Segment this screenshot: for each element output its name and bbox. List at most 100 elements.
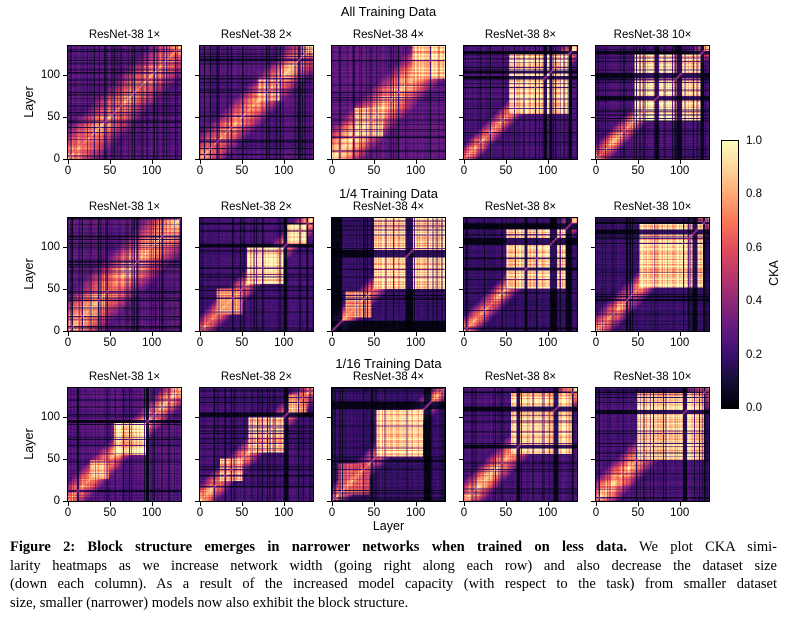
x-tick-label: 0 <box>196 337 204 349</box>
y-tick-mark <box>63 416 67 418</box>
y-tick-mark <box>195 288 199 290</box>
y-tick-mark <box>327 458 331 460</box>
x-tick-label: 100 <box>406 165 426 177</box>
x-tick-label: 0 <box>460 337 468 349</box>
x-tick-mark <box>596 160 597 164</box>
y-tick-mark <box>195 416 199 418</box>
x-tick-mark <box>596 502 597 506</box>
panel-title: ResNet-38 1× <box>88 29 161 41</box>
heatmap-canvas <box>199 45 314 160</box>
caption-line-3: (down each column). As a result of the i… <box>10 576 777 593</box>
y-axis-label-row-2: Layer <box>22 258 36 290</box>
x-tick-mark <box>151 502 153 506</box>
x-tick-label: 50 <box>103 507 117 519</box>
x-tick-label: 100 <box>538 507 558 519</box>
heatmap-canvas <box>463 217 578 332</box>
y-tick-mark <box>591 246 595 248</box>
x-tick-label: 50 <box>235 337 249 349</box>
panel-title: ResNet-38 8× <box>484 371 557 383</box>
y-axis-label-row-3: Layer <box>22 428 36 460</box>
heatmap-canvas <box>595 387 710 502</box>
heatmap-canvas <box>595 45 710 160</box>
y-tick-mark <box>459 246 463 248</box>
heatmap-panel: ResNet-38 2× 0 50 100 <box>195 29 314 177</box>
heatmap-canvas <box>331 387 446 502</box>
heatmap-canvas <box>463 45 578 160</box>
row-title-quarter-data: 1/4 Training Data <box>338 186 438 201</box>
panel-title: ResNet-38 4× <box>352 29 425 41</box>
heatmap-canvas <box>67 217 182 332</box>
y-tick-mark <box>63 458 67 460</box>
y-tick-label: 0 <box>53 153 60 165</box>
x-tick-mark <box>415 160 417 164</box>
y-tick-label: 100 <box>40 69 60 82</box>
x-tick-mark <box>332 502 333 506</box>
heatmap-panel: ResNet-38 10× 0 50 100 <box>591 29 710 177</box>
x-tick-label: 100 <box>406 337 426 349</box>
caption-line-1-rest: We plot CKA simi- <box>627 539 777 555</box>
x-tick-label: 50 <box>235 507 249 519</box>
heatmap-panel: ResNet-38 8× 0 50 100 <box>459 201 578 349</box>
x-tick-label: 0 <box>592 165 600 177</box>
x-tick-label: 100 <box>406 507 426 519</box>
y-tick-mark <box>63 330 67 332</box>
y-tick-label: 100 <box>40 241 60 254</box>
y-tick-mark <box>63 74 67 76</box>
colorbar-tick-label: 0.2 <box>746 348 762 361</box>
y-tick-mark <box>459 458 463 460</box>
y-tick-mark <box>195 74 199 76</box>
colorbar-label: CKA <box>767 260 781 286</box>
heatmap-panel: ResNet-38 1× 0 50 100 0 50 100 <box>41 201 182 349</box>
x-tick-mark <box>241 502 243 506</box>
x-tick-mark <box>373 160 375 164</box>
y-tick-mark <box>327 500 331 502</box>
x-tick-mark <box>679 332 681 336</box>
y-tick-label: 0 <box>53 325 60 337</box>
x-tick-mark <box>464 160 465 164</box>
x-tick-mark <box>283 502 285 506</box>
heatmap-panel: ResNet-38 10× 0 50 100 <box>591 371 710 519</box>
x-tick-label: 100 <box>538 165 558 177</box>
y-tick-mark <box>459 500 463 502</box>
y-tick-label: 100 <box>40 411 60 424</box>
panel-title: ResNet-38 4× <box>352 371 425 383</box>
y-tick-mark <box>195 458 199 460</box>
y-tick-mark <box>63 116 67 118</box>
y-tick-mark <box>195 330 199 332</box>
heatmap-panel: ResNet-38 8× 0 50 100 <box>459 371 578 519</box>
heatmap-panel: ResNet-38 4× 0 50 100 <box>327 29 446 177</box>
x-tick-mark <box>505 160 507 164</box>
figure-caption: Figure 2: Block structure emerges in nar… <box>10 538 777 612</box>
x-tick-label: 50 <box>103 165 117 177</box>
x-tick-label: 0 <box>460 165 468 177</box>
x-tick-label: 50 <box>631 337 645 349</box>
x-tick-mark <box>332 332 333 336</box>
x-tick-mark <box>596 332 597 336</box>
x-tick-mark <box>637 332 639 336</box>
x-tick-label: 0 <box>460 507 468 519</box>
y-tick-mark <box>591 158 595 160</box>
x-tick-label: 0 <box>592 337 600 349</box>
heatmap-canvas <box>331 45 446 160</box>
heatmap-panel: ResNet-38 8× 0 50 100 <box>459 29 578 177</box>
y-tick-label: 50 <box>47 111 60 124</box>
y-tick-mark <box>591 74 595 76</box>
caption-line-2: larity heatmaps as we increase network w… <box>10 557 777 574</box>
x-tick-mark <box>109 502 111 506</box>
x-tick-mark <box>637 160 639 164</box>
x-tick-mark <box>464 502 465 506</box>
x-tick-mark <box>415 332 417 336</box>
colorbar-tick-label: 0.6 <box>746 241 762 254</box>
x-tick-label: 50 <box>367 165 381 177</box>
x-tick-mark <box>109 160 111 164</box>
x-tick-mark <box>241 332 243 336</box>
x-tick-label: 50 <box>499 337 513 349</box>
panel-title: ResNet-38 4× <box>352 201 425 213</box>
x-tick-label: 100 <box>670 165 690 177</box>
y-tick-mark <box>63 246 67 248</box>
x-tick-mark <box>547 332 549 336</box>
x-tick-mark <box>283 332 285 336</box>
y-tick-label: 50 <box>47 453 60 466</box>
colorbar-tick-label: 0.0 <box>746 402 762 414</box>
x-tick-label: 50 <box>235 165 249 177</box>
